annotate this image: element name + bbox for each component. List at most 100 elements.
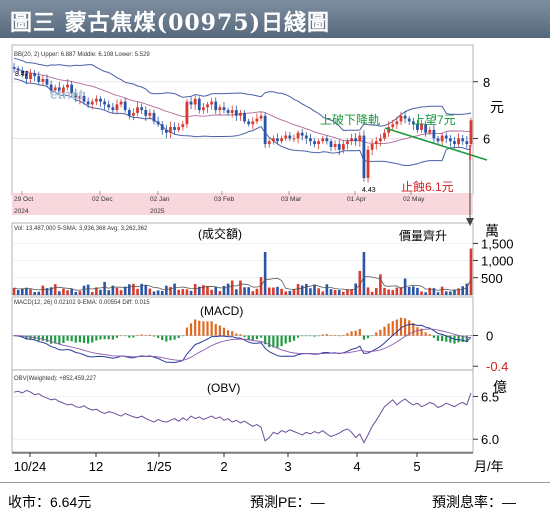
candle-body bbox=[448, 138, 452, 142]
volume-bar bbox=[399, 287, 403, 295]
volume-bar bbox=[210, 289, 213, 295]
candle-body bbox=[391, 124, 395, 128]
volume-bar bbox=[78, 291, 82, 295]
candle-body bbox=[416, 124, 419, 130]
macd-histogram-bar bbox=[243, 335, 246, 338]
candle-body bbox=[461, 138, 465, 142]
macd-histogram-bar bbox=[218, 325, 221, 336]
volume-bar bbox=[255, 288, 259, 295]
macd-histogram-bar bbox=[95, 335, 98, 341]
candle-body bbox=[374, 141, 378, 145]
macd-histogram-bar bbox=[445, 335, 448, 342]
volume-bar bbox=[49, 287, 53, 295]
volume-bar bbox=[222, 285, 226, 295]
candle-body bbox=[350, 138, 353, 142]
volume-bar bbox=[144, 285, 148, 295]
volume-bar bbox=[453, 289, 456, 295]
volume-bar bbox=[29, 289, 32, 295]
price-unit-label: 元 bbox=[490, 99, 504, 115]
x-axis-label: 2 bbox=[220, 459, 227, 474]
candle-body bbox=[465, 141, 469, 145]
macd-histogram-bar bbox=[128, 335, 131, 338]
obv-tick-label: 6.0 bbox=[481, 432, 499, 447]
volume-bar bbox=[387, 289, 390, 295]
macd-histogram-bar bbox=[317, 335, 320, 337]
candle-body bbox=[29, 73, 32, 79]
candle-body bbox=[407, 118, 411, 122]
volume-bar bbox=[346, 289, 349, 295]
volume-tick-label: 1,000 bbox=[481, 254, 514, 269]
macd-histogram-bar bbox=[416, 327, 419, 336]
volume-bar bbox=[181, 289, 185, 295]
inner-date-year: 2024 bbox=[14, 208, 29, 215]
chart-title: 圖三 蒙古焦煤(00975)日綫圖 bbox=[10, 10, 331, 36]
macd-histogram-bar bbox=[239, 334, 242, 336]
bollinger-legend: BB(20, 2) Upper: 6.887 Middle: 6.108 Low… bbox=[14, 52, 150, 58]
macd-histogram-bar bbox=[424, 332, 427, 336]
candle-body bbox=[251, 121, 255, 125]
macd-histogram-bar bbox=[379, 329, 382, 336]
macd-histogram-bar bbox=[165, 335, 168, 342]
candle-body bbox=[173, 127, 176, 130]
volume-bar bbox=[370, 291, 374, 295]
candle-body bbox=[411, 121, 415, 125]
macd-histogram-bar bbox=[87, 335, 90, 344]
candle-body bbox=[243, 112, 246, 122]
volume-bar bbox=[185, 289, 189, 295]
candle-body bbox=[247, 121, 251, 125]
candle-body bbox=[193, 98, 197, 105]
candle-body bbox=[370, 144, 374, 150]
macd-histogram-bar bbox=[395, 319, 398, 336]
volume-bar bbox=[111, 285, 115, 295]
candle-body bbox=[337, 144, 341, 150]
candle-body bbox=[90, 101, 94, 105]
macd-histogram-bar bbox=[432, 335, 435, 338]
macd-histogram-bar bbox=[350, 331, 353, 336]
x-axis-label: 1/25 bbox=[146, 459, 171, 474]
volume-bar bbox=[214, 287, 218, 295]
volume-bar bbox=[119, 290, 123, 295]
candle-body bbox=[399, 115, 403, 122]
macd-histogram-bar bbox=[177, 335, 180, 338]
volume-bar bbox=[333, 290, 337, 295]
volume-bar bbox=[251, 291, 255, 295]
candle-body bbox=[263, 115, 267, 145]
volume-bar bbox=[424, 292, 427, 295]
candle-body bbox=[181, 124, 185, 128]
price-panel bbox=[11, 44, 474, 196]
macd-histogram-bar bbox=[107, 335, 110, 340]
macd-histogram-bar bbox=[292, 335, 296, 341]
candle-body bbox=[366, 149, 370, 179]
macd-histogram-bar bbox=[214, 324, 217, 336]
volume-bar bbox=[62, 288, 65, 295]
volume-bar bbox=[152, 291, 156, 295]
macd-histogram-bar bbox=[181, 335, 184, 337]
x-axis-label: 10/24 bbox=[14, 459, 47, 474]
candle-body bbox=[127, 110, 131, 116]
macd-histogram-bar bbox=[235, 333, 238, 336]
annotation-breakout: 上破下降軌 bbox=[320, 112, 380, 127]
volume-bar bbox=[436, 292, 440, 295]
volume-bar bbox=[58, 291, 61, 295]
inner-date-label: 01 Apr bbox=[347, 196, 367, 203]
volume-bar bbox=[432, 288, 436, 295]
macd-histogram-bar bbox=[334, 334, 337, 336]
macd-histogram-bar bbox=[251, 335, 254, 340]
volume-bar bbox=[416, 287, 419, 295]
candle-body bbox=[160, 124, 164, 130]
volume-bar bbox=[33, 291, 36, 295]
candle-body bbox=[144, 110, 148, 116]
volume-bar bbox=[41, 285, 45, 295]
macd-histogram-bar bbox=[226, 330, 230, 336]
macd-histogram-bar bbox=[420, 328, 423, 336]
volume-bar bbox=[362, 251, 366, 295]
macd-histogram-bar bbox=[399, 317, 403, 336]
volume-bar bbox=[25, 287, 28, 295]
candle-body bbox=[177, 127, 181, 130]
bollinger-lower bbox=[13, 78, 471, 166]
macd-histogram-bar bbox=[78, 335, 82, 343]
volume-bar bbox=[350, 289, 353, 295]
macd-histogram-bar bbox=[21, 335, 24, 338]
macd-histogram-bar bbox=[268, 335, 271, 348]
volume-bar bbox=[156, 290, 160, 295]
